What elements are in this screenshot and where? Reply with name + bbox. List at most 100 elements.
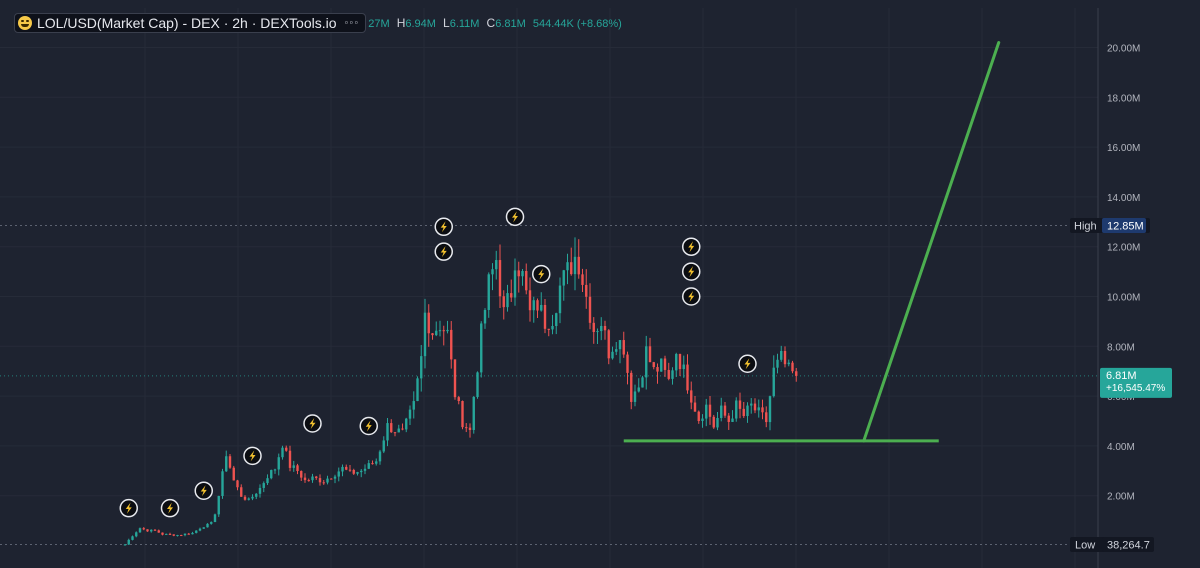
candle-body <box>596 331 599 333</box>
lightning-icon[interactable] <box>194 481 213 500</box>
candle-body <box>360 470 363 473</box>
candle-body <box>318 478 322 483</box>
candle-body <box>221 471 224 496</box>
candle-body <box>397 428 400 433</box>
candle-body <box>303 477 307 481</box>
candle-body <box>675 354 678 371</box>
y-tick-label: 18.00M <box>1107 93 1140 104</box>
ohlc-values: 27M H6.94M L6.11M C6.81M 544.44K (+8.68%… <box>368 16 622 30</box>
candle-body <box>450 329 453 360</box>
candle-body <box>251 496 254 499</box>
candle-body <box>202 527 205 529</box>
more-dots-icon[interactable]: ◦◦◦ <box>344 16 360 29</box>
close-value-legend: 6.81M <box>495 17 526 30</box>
candle-body <box>585 284 588 297</box>
lightning-icon[interactable] <box>682 262 701 281</box>
candle-body <box>367 463 370 469</box>
candle-body <box>345 466 348 470</box>
candle-body <box>487 274 490 310</box>
candle-body <box>405 418 408 430</box>
candle-body <box>446 329 449 332</box>
lightning-icon[interactable] <box>243 446 262 466</box>
candle-body <box>750 403 753 406</box>
candle-body <box>255 493 258 497</box>
candle-body <box>682 364 685 370</box>
candle-body <box>536 300 539 311</box>
lightning-icon[interactable] <box>119 498 138 518</box>
candle-body <box>543 304 547 329</box>
candle-body <box>660 358 663 372</box>
candle-body <box>701 418 704 421</box>
high-value: 12.85M <box>1107 221 1144 233</box>
candle-body <box>588 296 592 323</box>
candle-body <box>637 387 640 392</box>
candle-body <box>768 396 772 423</box>
candle-body <box>333 476 337 479</box>
lightning-icon[interactable] <box>434 242 453 261</box>
lightning-icon[interactable] <box>532 264 551 284</box>
candle-body <box>352 470 355 474</box>
candle-body <box>558 285 562 314</box>
lightning-icon[interactable] <box>359 416 378 436</box>
y-tick-label: 2.00M <box>1107 492 1135 503</box>
candle-body <box>198 528 202 531</box>
candle-body <box>427 312 430 334</box>
candle-body <box>423 312 427 357</box>
candle-body <box>191 532 194 535</box>
candle-body <box>502 296 505 308</box>
candle-body <box>135 532 138 537</box>
lightning-icon[interactable] <box>434 217 453 237</box>
candle-body <box>491 269 494 275</box>
candle-body <box>412 401 415 410</box>
candle-body <box>791 362 794 372</box>
candle-body <box>266 478 269 484</box>
candle-body <box>228 456 232 468</box>
candle-body <box>506 293 509 308</box>
candle-body <box>363 468 367 471</box>
candle-body <box>277 457 280 470</box>
high-label: High <box>1074 221 1097 233</box>
candle-body <box>435 330 438 336</box>
lightning-icon[interactable] <box>303 414 322 433</box>
candle-body <box>690 390 693 403</box>
event-markers <box>119 207 757 518</box>
candle-body <box>150 529 153 532</box>
candle-body <box>765 412 768 423</box>
projection-line[interactable] <box>862 41 1001 443</box>
candle-body <box>618 340 622 350</box>
candle-body <box>341 466 344 472</box>
lightning-icon[interactable] <box>738 354 757 373</box>
candle-body <box>390 423 393 433</box>
y-tick-label: 14.00M <box>1107 193 1140 204</box>
candle-body <box>697 411 700 421</box>
candle-body <box>438 330 442 332</box>
candle-body <box>131 536 134 540</box>
candle-body <box>573 256 577 275</box>
candle-body <box>652 362 655 368</box>
candle-body <box>562 270 565 286</box>
candle-body <box>495 260 498 270</box>
candle-body <box>577 256 580 275</box>
candle-body <box>761 407 764 413</box>
candle-body <box>476 372 479 397</box>
candle-body <box>753 403 757 411</box>
lightning-icon[interactable] <box>505 207 525 227</box>
candle-body <box>581 274 584 285</box>
candle-body <box>626 354 629 373</box>
candle-body <box>720 405 723 419</box>
candle-body <box>165 533 168 535</box>
candle-body <box>521 271 524 277</box>
lightning-icon[interactable] <box>160 498 180 518</box>
candle-body <box>498 260 502 297</box>
y-tick-label: 16.00M <box>1107 143 1140 154</box>
candle-body <box>180 535 183 537</box>
lightning-icon[interactable] <box>682 287 701 306</box>
lightning-icon[interactable] <box>682 237 701 256</box>
candle-body <box>528 290 532 311</box>
candle-body <box>551 326 554 330</box>
candle-body <box>472 396 475 430</box>
candle-body <box>457 397 460 401</box>
symbol-title-box[interactable]: LOL/USD(Market Cap) - DEX · 2h · DEXTool… <box>14 12 367 33</box>
candle-body <box>247 498 250 500</box>
